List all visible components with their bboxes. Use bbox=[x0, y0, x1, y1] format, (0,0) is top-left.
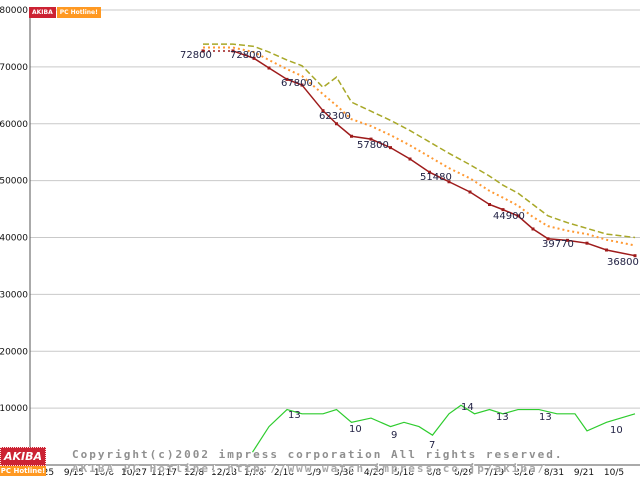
svg-text:10000: 10000 bbox=[0, 404, 28, 414]
mini-logo-akiba: AKIBA bbox=[29, 7, 56, 18]
svg-text:40000: 40000 bbox=[0, 234, 28, 244]
svg-text:10/5: 10/5 bbox=[604, 468, 624, 478]
svg-text:60000: 60000 bbox=[0, 120, 28, 130]
svg-text:12/8: 12/8 bbox=[184, 468, 204, 478]
footer: AKIBA PC Hotline! Copyright(c)2002 impre… bbox=[0, 447, 640, 476]
svg-text:4/20: 4/20 bbox=[364, 468, 384, 478]
svg-text:10/6: 10/6 bbox=[94, 468, 114, 478]
site-mini-logo: AKIBA PC Hotline! bbox=[29, 7, 101, 18]
svg-text:9/15: 9/15 bbox=[64, 468, 84, 478]
footer-text-block: Copyright(c)2002 impress corporation All… bbox=[72, 448, 564, 476]
svg-text:7/19: 7/19 bbox=[484, 468, 504, 478]
svg-text:3/9: 3/9 bbox=[307, 468, 322, 478]
svg-text:10/27: 10/27 bbox=[121, 468, 147, 478]
svg-text:3/30: 3/30 bbox=[334, 468, 354, 478]
svg-text:8/10: 8/10 bbox=[514, 468, 534, 478]
svg-text:30000: 30000 bbox=[0, 290, 28, 300]
site-url-text: AKIBA PC Hotline! http://www.watch.impre… bbox=[72, 462, 547, 475]
mini-logo-pchotline: PC Hotline! bbox=[56, 7, 101, 18]
svg-text:20000: 20000 bbox=[0, 347, 28, 357]
svg-text:80000: 80000 bbox=[0, 6, 28, 16]
svg-text:11/17: 11/17 bbox=[151, 468, 177, 478]
svg-text:1/26: 1/26 bbox=[244, 468, 264, 478]
logo-pchotline-text: PC Hotline! bbox=[0, 466, 46, 476]
svg-text:8/31: 8/31 bbox=[544, 468, 564, 478]
svg-text:2/16: 2/16 bbox=[274, 468, 294, 478]
svg-text:50000: 50000 bbox=[0, 177, 28, 187]
svg-text:6/29: 6/29 bbox=[454, 468, 474, 478]
site-logo[interactable]: AKIBA PC Hotline! bbox=[0, 447, 46, 476]
svg-text:5/18: 5/18 bbox=[394, 468, 414, 478]
copyright-text: Copyright(c)2002 impress corporation All… bbox=[72, 448, 564, 461]
svg-text:70000: 70000 bbox=[0, 63, 28, 73]
svg-text:12/28: 12/28 bbox=[211, 468, 237, 478]
svg-text:9/21: 9/21 bbox=[574, 468, 594, 478]
svg-text:6/8: 6/8 bbox=[427, 468, 442, 478]
logo-akiba-text: AKIBA bbox=[0, 447, 46, 466]
